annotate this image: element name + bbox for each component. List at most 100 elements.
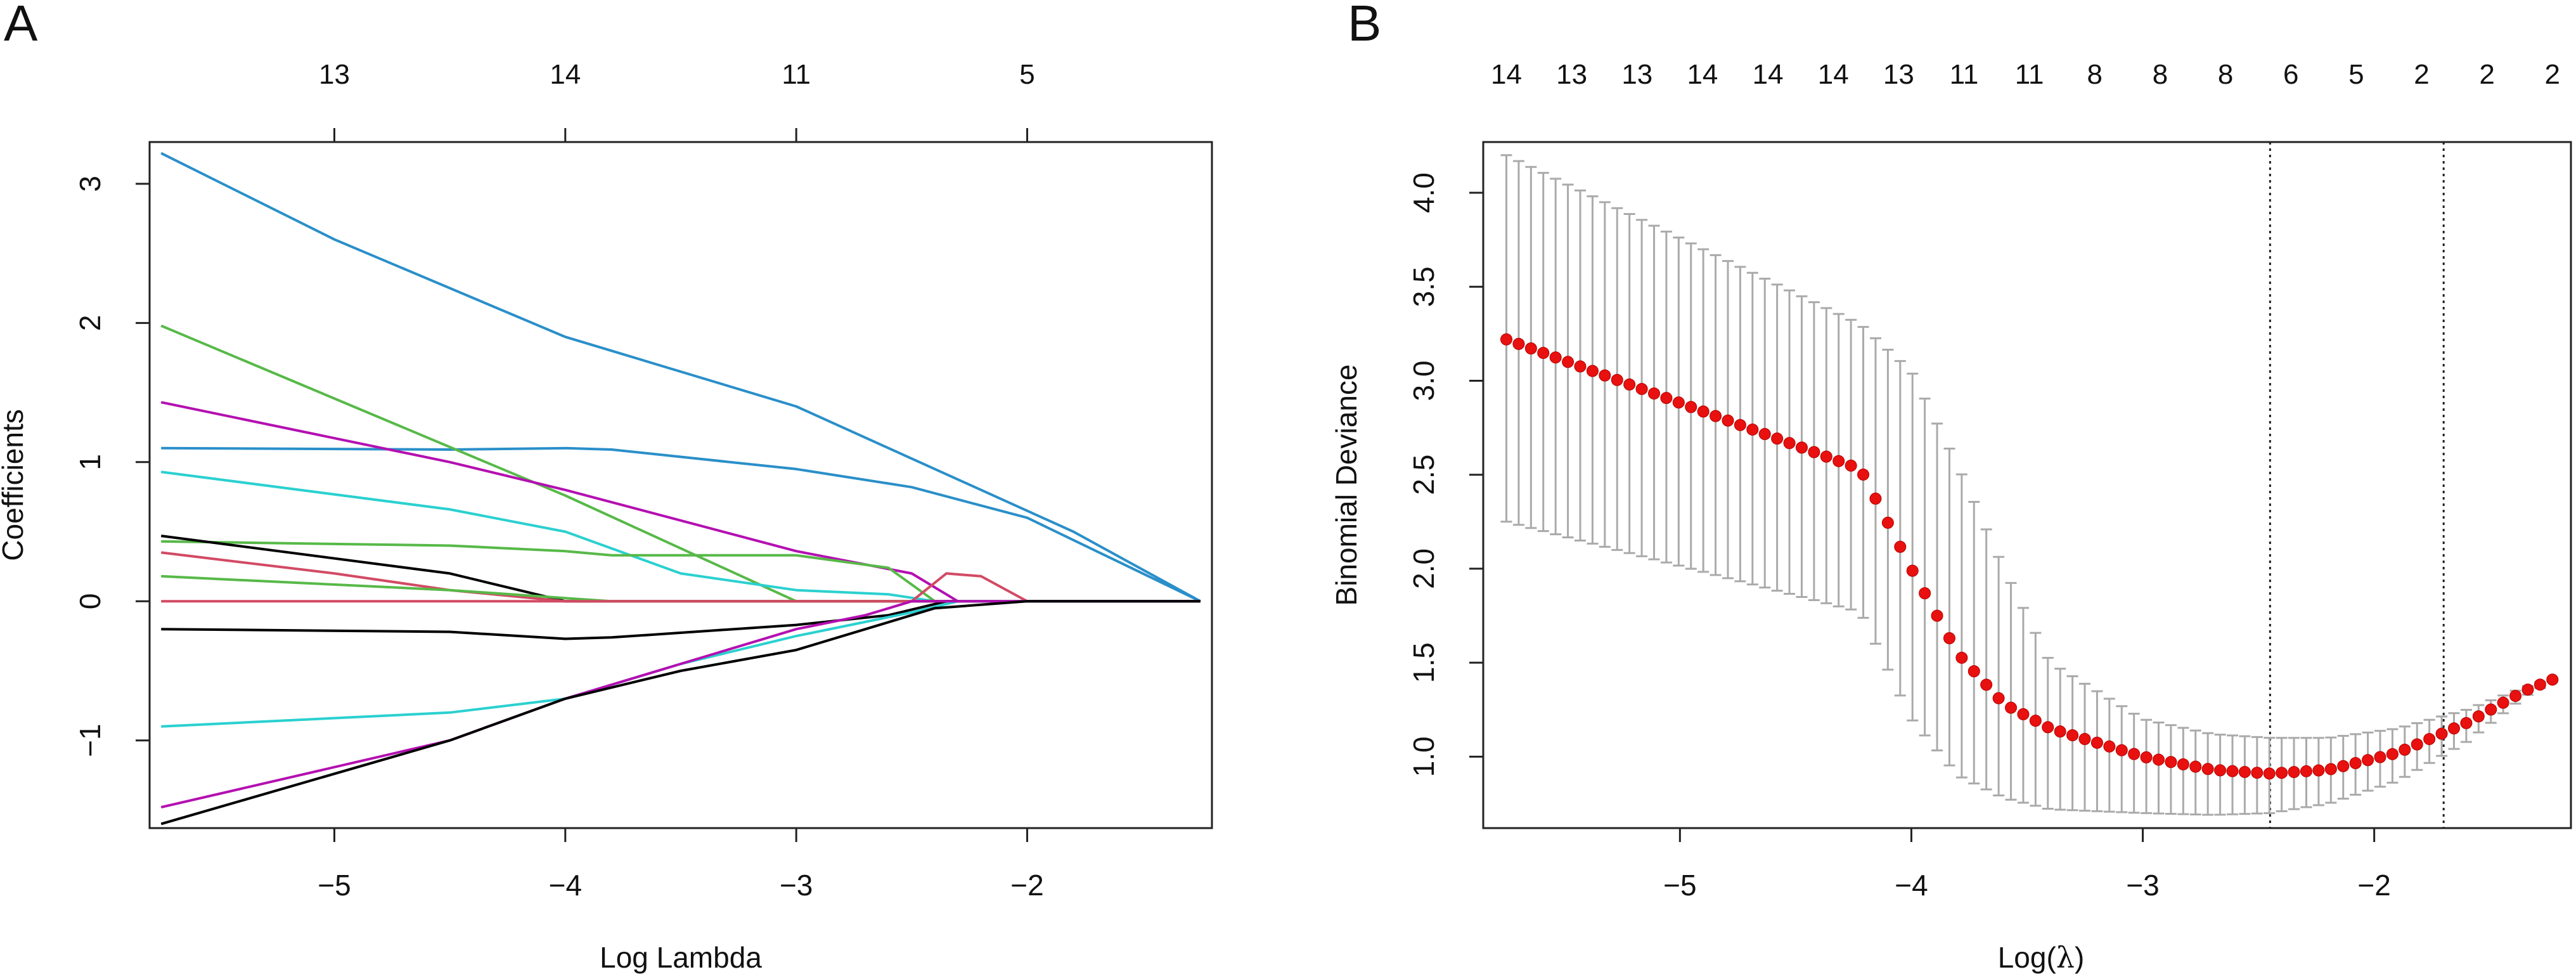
cv-point — [2214, 764, 2227, 777]
error-bar — [1931, 422, 1943, 752]
cv-point — [2078, 732, 2091, 745]
cv-point — [2324, 763, 2337, 775]
top-label-b: 2 — [2479, 59, 2494, 90]
cv-point — [1635, 382, 1648, 395]
coefficient-line-14 — [160, 600, 1201, 826]
coefficient-line-1 — [160, 152, 1201, 603]
cv-point — [2337, 760, 2350, 772]
panel-label-b: B — [1348, 0, 1381, 51]
cv-point — [1795, 441, 1808, 454]
cv-point — [2226, 765, 2239, 777]
panel-b-cv-deviance: B −5 −4 −3 −2 1.01.52.02.53.03.54.0 14 13 13 1… — [1330, 0, 2572, 975]
cv-point — [1611, 373, 1623, 386]
y-axis-b: 1.0 1.5 2.0 2.5 3.0 3.5 4.0 — [1407, 172, 1483, 777]
top-label-b: 14 — [1491, 59, 1522, 90]
cv-point — [2411, 738, 2423, 751]
x-axis-title-b-prefix: Log( — [1998, 941, 2057, 974]
cv-point — [1623, 378, 1636, 391]
top-tick-label-a: 14 — [550, 59, 581, 90]
cv-point — [2177, 758, 2189, 770]
cv-point — [2005, 701, 2018, 714]
cv-point — [2435, 727, 2448, 740]
x-axis-a: −5 −4 −3 −2 — [318, 828, 1044, 902]
coefficient-line-3 — [160, 324, 1201, 603]
top-tick-label-a: 5 — [1019, 59, 1034, 90]
top-label-b: 14 — [1818, 59, 1849, 90]
top-label-b: 13 — [1621, 59, 1652, 90]
cv-point — [2288, 766, 2300, 779]
cv-point — [1574, 360, 1587, 373]
coefficient-line-12 — [161, 600, 1201, 728]
top-label-b: 5 — [2348, 59, 2364, 90]
coefficient-line-9 — [161, 574, 1201, 603]
cv-point — [2238, 765, 2251, 778]
error-bar — [1869, 337, 1881, 645]
cv-point — [2115, 744, 2128, 756]
cv-point — [1771, 432, 1784, 445]
cv-point — [1967, 665, 1980, 678]
x-tick-label-b: −5 — [1663, 869, 1696, 902]
cv-point — [1697, 405, 1710, 418]
cv-point — [2201, 763, 2214, 775]
cv-point — [1672, 396, 1685, 409]
cv-point — [2276, 767, 2288, 779]
cv-point — [1599, 369, 1611, 382]
cv-point — [1524, 342, 1537, 354]
error-bar — [2165, 724, 2177, 815]
error-bar — [1968, 501, 1980, 785]
top-label-b: 11 — [1950, 59, 1979, 90]
cv-point — [1783, 437, 1796, 450]
cv-point — [1857, 468, 1870, 481]
error-bar — [2005, 581, 2017, 801]
cv-point — [1746, 423, 1759, 436]
lambda-reference-lines — [2269, 142, 2445, 828]
cv-point — [1512, 337, 1525, 350]
y-tick-label-a: −1 — [74, 723, 106, 756]
cv-point — [1894, 540, 1907, 553]
top-label-b: 2 — [2545, 59, 2560, 90]
top-label-b: 14 — [1687, 59, 1718, 90]
coefficient-line-11 — [161, 600, 1201, 640]
coefficient-line-7 — [160, 535, 1201, 603]
cv-point — [2423, 733, 2436, 746]
y-axis-a: −1 0 1 2 3 — [74, 176, 150, 757]
error-bar — [2128, 713, 2140, 814]
error-bar — [2103, 697, 2115, 813]
top-label-b: 8 — [2218, 59, 2233, 90]
cv-point — [1586, 365, 1599, 377]
cv-point — [1992, 692, 2005, 704]
error-bar — [1943, 447, 1955, 767]
error-bar — [1993, 555, 2005, 796]
cv-point — [1734, 418, 1746, 431]
cv-point — [1710, 410, 1722, 422]
cv-point — [2362, 754, 2374, 767]
cv-point — [1758, 428, 1771, 441]
cv-point — [2017, 708, 2030, 720]
cv-point — [2090, 736, 2103, 749]
cv-point — [2153, 753, 2165, 766]
cv-point — [2165, 756, 2177, 768]
cv-point — [1919, 587, 1931, 600]
cv-point — [1931, 609, 1943, 622]
cv-point — [2497, 696, 2509, 709]
top-label-b: 14 — [1753, 59, 1784, 90]
coefficient-line-2 — [161, 446, 1201, 603]
cv-point — [2189, 760, 2202, 773]
x-tick-label-a: −3 — [780, 869, 813, 902]
cv-point — [2263, 767, 2276, 780]
x-tick-label-a: −2 — [1010, 869, 1043, 902]
error-bar — [2054, 668, 2066, 811]
error-bar — [2042, 657, 2054, 810]
cv-point — [2300, 765, 2312, 777]
cv-point — [1980, 678, 1993, 691]
error-bar — [1980, 528, 1992, 791]
cv-point — [1722, 414, 1734, 427]
plot-frame-a — [148, 141, 1213, 829]
y-axis-title-b: Binomial Deviance — [1330, 365, 1363, 606]
error-bar — [2066, 675, 2078, 812]
coefficient-line-6 — [161, 540, 1201, 603]
top-label-b: 13 — [1556, 59, 1587, 90]
cv-point — [1820, 450, 1832, 463]
cv-point — [1845, 459, 1857, 472]
top-axis-b: 14 13 13 14 14 14 13 11 11 8 8 8 6 5 2 2 2 — [1491, 59, 2560, 90]
